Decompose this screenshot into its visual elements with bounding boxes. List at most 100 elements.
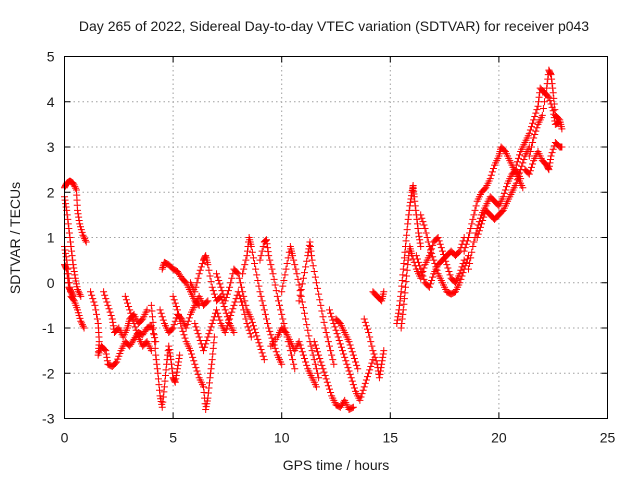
data-point-marker — [307, 342, 315, 350]
data-point-marker — [167, 360, 175, 368]
data-point-marker — [256, 342, 264, 350]
data-point-marker — [91, 301, 99, 309]
data-point-marker — [76, 291, 84, 299]
data-point-marker — [290, 256, 298, 264]
data-point-marker — [80, 324, 88, 332]
data-point-marker — [191, 288, 199, 296]
data-point-marker — [295, 338, 303, 346]
data-point-marker — [161, 372, 169, 380]
data-point-marker — [424, 238, 432, 246]
y-tick-label: 4 — [47, 94, 55, 110]
data-point-marker — [284, 254, 292, 262]
data-point-marker — [62, 203, 70, 211]
data-point-marker — [279, 315, 287, 323]
data-point-marker — [422, 229, 430, 237]
data-point-marker — [532, 127, 540, 135]
data-point-marker — [66, 234, 74, 241]
data-point-marker — [267, 261, 275, 269]
data-point-marker — [235, 274, 243, 282]
data-point-marker — [413, 255, 421, 263]
data-point-marker — [68, 252, 76, 260]
data-point-marker — [205, 379, 213, 387]
data-point-marker — [258, 349, 266, 357]
x-tick-label: 5 — [169, 430, 177, 446]
data-point-marker — [151, 344, 159, 352]
data-point-marker — [541, 98, 549, 106]
data-point-marker — [306, 243, 314, 251]
data-point-marker — [298, 298, 306, 306]
data-point-marker — [204, 297, 212, 305]
data-point-marker — [81, 236, 89, 244]
data-point-marker — [227, 312, 235, 320]
data-point-marker — [336, 340, 344, 348]
data-point-marker — [346, 370, 354, 378]
data-point-marker — [158, 265, 166, 273]
data-point-marker — [435, 237, 443, 245]
data-point-marker — [462, 258, 470, 266]
data-point-marker — [185, 314, 193, 322]
data-point-marker — [64, 279, 72, 287]
data-point-marker — [405, 211, 413, 219]
data-point-marker — [294, 275, 302, 283]
data-point-marker — [126, 306, 134, 314]
data-point-marker — [70, 264, 78, 272]
data-point-marker — [548, 80, 556, 88]
data-point-marker — [558, 143, 566, 151]
data-point-marker — [123, 299, 131, 307]
data-point-marker — [315, 374, 323, 382]
data-point-marker — [190, 357, 198, 365]
data-point-marker — [214, 273, 222, 281]
data-point-marker — [307, 247, 315, 255]
data-point-marker — [376, 370, 384, 378]
data-point-marker — [266, 327, 274, 335]
data-point-marker — [257, 252, 265, 260]
data-point-marker — [309, 262, 317, 270]
data-point-marker — [322, 329, 330, 337]
data-point-marker — [548, 149, 556, 157]
data-point-marker — [526, 167, 534, 175]
data-point-marker — [80, 233, 88, 241]
data-point-marker — [366, 333, 374, 341]
data-point-marker — [258, 297, 266, 305]
data-point-marker — [292, 265, 300, 273]
data-point-marker — [267, 331, 275, 339]
data-point-marker — [312, 383, 320, 391]
data-point-marker — [299, 274, 307, 282]
data-point-marker — [547, 71, 555, 79]
data-point-marker — [420, 275, 428, 283]
data-point-marker — [473, 234, 481, 241]
data-point-marker — [304, 326, 312, 334]
y-tick-label: 5 — [47, 49, 55, 65]
data-point-marker — [310, 356, 318, 364]
data-point-marker — [348, 404, 356, 412]
data-point-marker — [252, 265, 260, 273]
data-point-marker — [64, 274, 72, 282]
data-point-marker — [512, 161, 520, 169]
data-point-marker — [464, 234, 472, 241]
data-point-marker — [168, 325, 176, 333]
data-point-marker — [412, 206, 420, 214]
data-point-marker — [314, 348, 322, 356]
data-point-marker — [81, 235, 89, 243]
data-point-marker — [152, 356, 160, 364]
data-point-marker — [406, 198, 414, 206]
data-point-marker — [416, 262, 424, 270]
data-point-marker — [525, 170, 533, 178]
data-point-marker — [159, 393, 167, 401]
data-point-marker — [207, 369, 215, 377]
data-point-marker — [239, 270, 247, 278]
data-point-marker — [460, 247, 468, 255]
data-point-marker — [558, 125, 566, 133]
data-point-marker — [210, 333, 218, 341]
data-point-marker — [471, 206, 479, 214]
data-point-marker — [469, 243, 477, 251]
data-point-marker — [259, 301, 267, 309]
data-point-marker — [289, 356, 297, 364]
data-point-marker — [315, 351, 323, 359]
data-point-marker — [62, 249, 70, 257]
data-point-marker — [272, 348, 280, 356]
data-point-marker — [405, 206, 413, 214]
data-point-marker — [538, 111, 546, 119]
data-point-marker — [479, 217, 487, 225]
data-point-marker — [217, 283, 225, 291]
